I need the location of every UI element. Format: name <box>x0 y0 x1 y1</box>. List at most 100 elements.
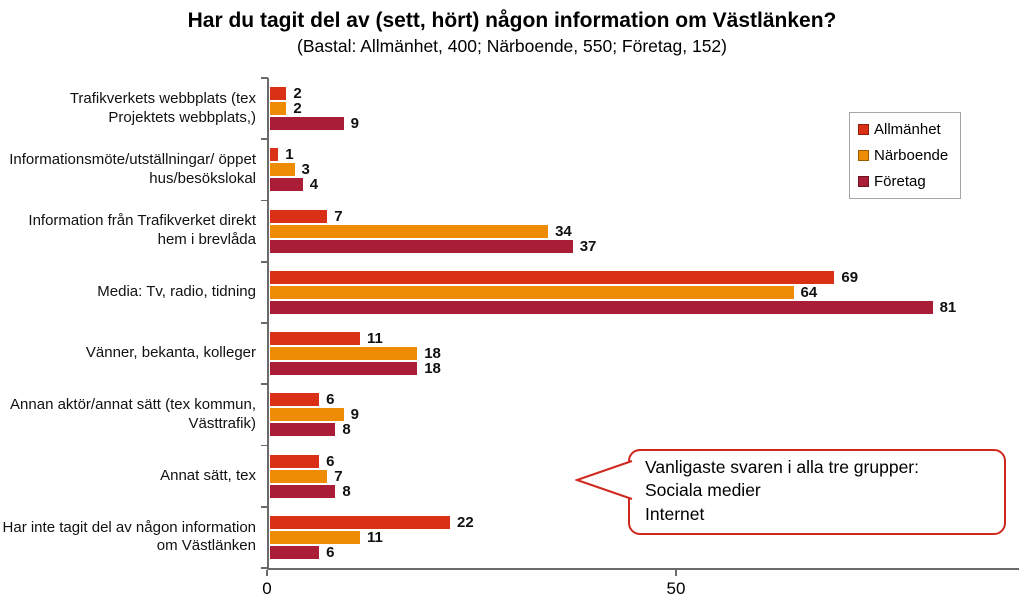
bar-value-label: 6 <box>326 452 335 470</box>
bar-line: 6 <box>270 391 1024 409</box>
plot-area: Trafikverkets webbplats (tex Projektets … <box>0 77 1024 598</box>
bar-line: 6 <box>270 543 1024 561</box>
legend-swatch-foretag-icon <box>858 176 869 187</box>
category-label: Media: Tv, radio, tidning <box>97 283 256 300</box>
bar <box>270 285 794 299</box>
legend-item-allmanhet: Allmänhet <box>858 121 948 138</box>
category-row: Annan aktör/annat sätt (tex kommun, Väst… <box>0 384 1024 445</box>
bar-line: 9 <box>270 406 1024 424</box>
category-label: Information från Trafikverket direkt hem… <box>28 212 256 249</box>
bar-line: 6 <box>270 452 1024 470</box>
category-row: Trafikverkets webbplats (tex Projektets … <box>0 78 1024 139</box>
category-bars: 69 64 81 <box>268 262 1024 323</box>
bar-line: 1 <box>270 146 1024 163</box>
bar <box>270 270 835 284</box>
legend-label: Närboende <box>874 147 949 164</box>
bar <box>270 469 328 483</box>
bar <box>270 224 549 238</box>
category-row: Annat sätt, tex 6 7 8 <box>0 446 1024 507</box>
bar <box>270 117 344 131</box>
bar <box>270 332 360 346</box>
bar-line: 11 <box>270 330 1024 348</box>
category-bars: 22 11 6 <box>268 507 1024 568</box>
bar-line: 11 <box>270 529 1024 546</box>
category-bars: 1 3 4 <box>268 139 1024 200</box>
bar <box>270 209 328 223</box>
bar-value-label: 9 <box>350 406 359 424</box>
category-row: Vänner, bekanta, kolleger 11 18 18 <box>0 323 1024 384</box>
bar-line: 4 <box>270 176 1024 194</box>
bar-value-label: 6 <box>326 391 335 409</box>
bar <box>270 454 320 468</box>
y-axis-tick <box>261 567 268 569</box>
y-axis-tick <box>261 260 268 263</box>
bar-value-label: 8 <box>342 482 351 500</box>
bar-value-label: 6 <box>326 543 335 561</box>
callout-tail-icon <box>575 460 633 500</box>
x-axis-label-0: 0 <box>262 579 272 598</box>
y-axis-tick <box>261 77 268 79</box>
bar-value-label: 7 <box>334 467 343 485</box>
bar-line: 37 <box>270 238 1024 255</box>
bar-value-label: 4 <box>309 176 319 194</box>
bar-rows: Trafikverkets webbplats (tex Projektets … <box>0 78 1024 568</box>
callout-text-line: Internet <box>645 503 705 524</box>
legend-label: Allmänhet <box>874 121 941 138</box>
bar-value-label: 18 <box>424 360 441 378</box>
category-label: Har inte tagit del av någon information … <box>2 518 256 555</box>
bar-line: 8 <box>270 421 1024 439</box>
category-bars: 11 18 18 <box>268 323 1024 384</box>
bar-value-label: 3 <box>301 161 310 179</box>
category-label: Annan aktör/annat sätt (tex kommun, Väst… <box>10 396 256 432</box>
category-bars: 6 9 8 <box>268 384 1024 445</box>
bar-line: 9 <box>270 115 1024 132</box>
legend-item-foretag: Företag <box>858 173 948 190</box>
category-row: Media: Tv, radio, tidning 69 64 81 <box>0 262 1024 323</box>
bar <box>270 423 336 437</box>
chart-title: Har du tagit del av (sett, hört) någon i… <box>187 9 837 32</box>
bar <box>270 515 450 529</box>
category-bars: 7 34 37 <box>268 201 1024 262</box>
bar-value-label: 81 <box>939 298 957 316</box>
category-row: Informationsmöte/utställningar/ öppet hu… <box>0 139 1024 200</box>
bar-line: 7 <box>270 467 1024 485</box>
bar-value-label: 7 <box>334 207 343 225</box>
callout-text-line: Vanligaste svaren i alla tre grupper: <box>645 457 919 477</box>
category-bars: 6 7 8 <box>268 446 1024 507</box>
bar-line: 2 <box>270 100 1024 118</box>
bar-line: 34 <box>270 222 1024 240</box>
bar <box>270 163 295 177</box>
bar-line: 7 <box>270 207 1024 225</box>
category-label: Trafikverkets webbplats (tex Projektets … <box>69 89 256 126</box>
bar-line: 64 <box>270 284 1024 301</box>
legend-swatch-allmanhet-icon <box>858 124 869 135</box>
category-label: Informationsmöte/utställningar/ öppet hu… <box>9 151 256 187</box>
bar-line: 81 <box>270 298 1024 316</box>
bar-value-label: 2 <box>293 85 302 103</box>
bar-line: 69 <box>270 269 1024 286</box>
bar-value-label: 2 <box>293 100 302 118</box>
bar <box>270 102 287 116</box>
x-axis-line: 0 50 <box>262 568 1019 598</box>
bar-value-label: 34 <box>555 222 572 240</box>
legend-swatch-narboende-icon <box>858 150 869 161</box>
bar-value-label: 8 <box>342 421 351 439</box>
bar <box>270 530 360 544</box>
bar-value-label: 22 <box>457 513 474 531</box>
x-axis-tick-0 <box>266 570 268 576</box>
bar <box>270 545 320 559</box>
category-row: Information från Trafikverket direkt hem… <box>0 201 1024 262</box>
bar-value-label: 11 <box>367 330 383 348</box>
y-axis-tick <box>261 444 268 447</box>
category-label: Vänner, bekanta, kolleger <box>85 344 256 362</box>
callout-text-line: Sociala medier <box>645 480 761 501</box>
bar-line: 18 <box>270 345 1024 362</box>
category-label: Annat sätt, tex <box>160 466 256 484</box>
bar <box>270 347 418 361</box>
bar <box>270 87 287 101</box>
bar <box>270 484 336 498</box>
bar <box>270 148 279 162</box>
bar-line: 2 <box>270 85 1024 103</box>
bar <box>270 362 418 376</box>
